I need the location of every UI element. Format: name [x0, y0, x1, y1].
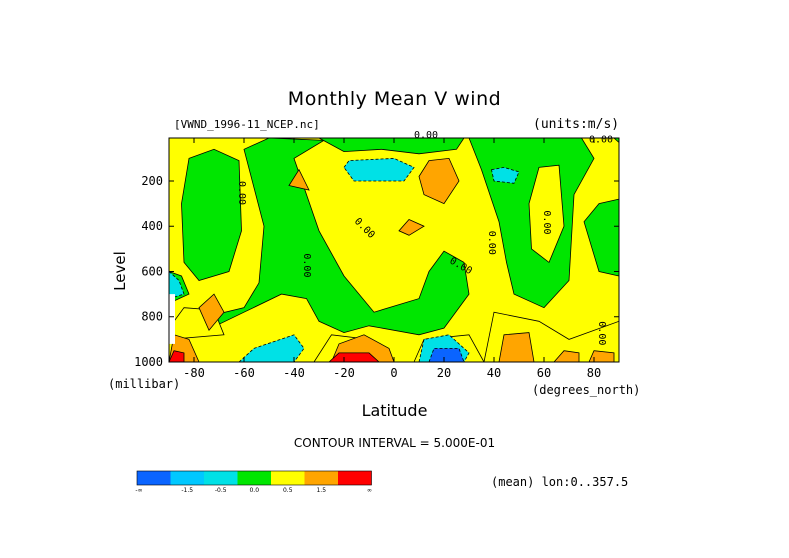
x-tick-label: -60 — [233, 366, 255, 380]
chart-title: Monthly Mean V wind — [287, 88, 502, 110]
y-axis-label: Level — [111, 251, 129, 291]
contour-region-pos — [528, 164, 565, 264]
contour-region-neg — [206, 137, 470, 336]
y-tick-label: 800 — [141, 310, 163, 324]
legend-swatch — [338, 471, 372, 485]
x-tick-label: 20 — [437, 366, 451, 380]
mean-info-text: (mean) lon:0..357.5 — [491, 475, 629, 489]
y-tick-label: 1000 — [134, 355, 163, 369]
x-tick-label: 0 — [390, 366, 397, 380]
legend-label: 1.5 — [316, 487, 326, 494]
y-tick-label: 400 — [141, 219, 163, 233]
legend-swatch — [271, 471, 305, 485]
y-tick-label: 200 — [141, 174, 163, 188]
legend-label: -0.5 — [215, 487, 227, 494]
contour-region-strong-pos — [398, 219, 425, 236]
legend-swatch — [170, 471, 204, 485]
contour-label: 0.00 — [301, 253, 312, 277]
legend-label: 0.5 — [283, 487, 293, 494]
contour-region-strong-pos — [198, 293, 225, 332]
x-tick-label: 80 — [587, 366, 601, 380]
missing-data-area — [169, 294, 175, 344]
y-axis-unit: (millibar) — [108, 377, 181, 391]
units-label: (units:m/s) — [533, 117, 620, 132]
x-axis-label: Latitude — [361, 401, 428, 420]
contour-label: 0.00 — [596, 321, 607, 345]
legend-swatch — [304, 471, 338, 485]
contour-region-min — [428, 348, 465, 363]
x-tick-label: 60 — [537, 366, 551, 380]
x-tick-label: 40 — [487, 366, 501, 380]
legend-label: ∞ — [367, 487, 372, 494]
contour-label: 0.00 — [589, 135, 613, 146]
legend-label: 0.0 — [249, 487, 259, 494]
legend-swatch — [237, 471, 271, 485]
dataset-label: [VWND_1996-11_NCEP.nc] — [174, 118, 320, 131]
legend-swatch — [204, 471, 238, 485]
contour-region-strong-neg — [343, 157, 415, 182]
contour-label: 0.00 — [486, 231, 497, 255]
contour-region-neg — [181, 148, 242, 281]
x-tick-label: -80 — [183, 366, 205, 380]
contour-interval-text: CONTOUR INTERVAL = 5.000E-01 — [293, 436, 496, 450]
contour-label: 0.00 — [236, 181, 247, 205]
y-tick-label: 600 — [141, 264, 163, 278]
contour-region-strong-pos — [498, 332, 535, 363]
contour-region-strong-neg — [491, 166, 520, 184]
contour-label: 0.00 — [414, 130, 438, 141]
x-tick-label: -40 — [283, 366, 305, 380]
contour-label: 0.00 — [541, 210, 552, 234]
legend-label: -∞ — [135, 487, 142, 494]
contour-region-strong-pos — [418, 157, 460, 205]
legend-label: -1.5 — [181, 487, 193, 494]
contour-region-strong-pos — [288, 168, 310, 191]
legend-swatch — [137, 471, 171, 485]
legend-frame — [136, 470, 372, 486]
x-tick-label: -20 — [333, 366, 355, 380]
x-axis-unit: (degrees_north) — [532, 383, 641, 397]
